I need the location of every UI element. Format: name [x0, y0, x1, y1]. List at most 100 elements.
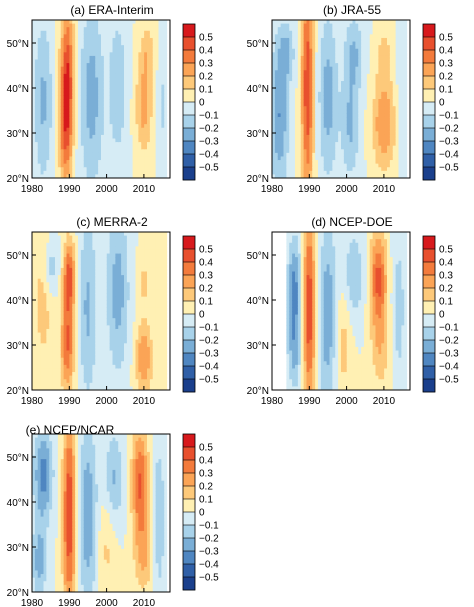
heatmap-cell: [332, 81, 336, 86]
heatmap-cell: [129, 70, 134, 75]
heatmap-cell: [149, 124, 154, 129]
heatmap-cell: [286, 124, 290, 129]
heatmap-cell: [34, 339, 39, 344]
heatmap-cell: [46, 113, 50, 118]
heatmap-cell: [124, 152, 128, 158]
heatmap-cell: [349, 127, 354, 132]
heatmap-cell: [292, 55, 296, 61]
heatmap-cell: [49, 382, 53, 388]
heatmap-cell: [164, 163, 168, 168]
heatmap-cell: [289, 127, 293, 132]
heatmap-cell: [395, 84, 400, 89]
heatmap-cell: [55, 343, 59, 348]
heatmap-cell: [75, 167, 79, 172]
heatmap-cell: [141, 102, 145, 107]
heatmap-cell: [349, 120, 354, 125]
heatmap-cell: [66, 27, 70, 32]
heatmap-cell: [332, 20, 336, 25]
heatmap-cell: [49, 260, 53, 265]
heatmap-cell: [132, 131, 137, 136]
heatmap-cell: [389, 70, 394, 75]
heatmap-cell: [295, 48, 299, 53]
heatmap-cell: [312, 48, 316, 53]
heatmap-cell: [358, 116, 362, 122]
heatmap-cell: [63, 321, 68, 326]
heatmap-cell: [92, 174, 96, 178]
heatmap-cell: [147, 37, 151, 43]
heatmap-cell: [141, 48, 145, 53]
heatmap-cell: [115, 131, 119, 136]
colorbar-label: −0.5: [439, 163, 459, 174]
heatmap-cell: [43, 138, 47, 143]
heatmap-cell: [277, 52, 282, 57]
heatmap-cell: [132, 160, 137, 165]
heatmap-cell: [37, 282, 42, 287]
heatmap-cell: [292, 138, 296, 143]
heatmap-cell: [300, 59, 305, 64]
heatmap-cell: [292, 109, 296, 114]
heatmap-cell: [364, 167, 368, 172]
heatmap-cell: [141, 131, 145, 136]
heatmap-cell: [361, 37, 365, 43]
heatmap-cell: [60, 350, 65, 355]
heatmap-cell: [72, 271, 76, 276]
heatmap-cell: [158, 160, 162, 165]
heatmap-cell: [364, 145, 368, 150]
heatmap-cell: [138, 134, 142, 140]
heatmap-cell: [144, 160, 148, 165]
heatmap-cell: [277, 131, 282, 136]
heatmap-cell: [289, 37, 293, 43]
heatmap-cell: [109, 73, 114, 79]
heatmap-cell: [60, 138, 65, 143]
heatmap-cell: [121, 127, 125, 132]
heatmap-cell: [341, 138, 345, 143]
heatmap-cell: [292, 77, 296, 82]
heatmap-cell: [272, 145, 276, 150]
heatmap-cell: [407, 131, 410, 136]
heatmap-cell: [161, 41, 165, 46]
heatmap-cell: [98, 99, 102, 104]
heatmap-cell: [280, 77, 285, 82]
heatmap-cell: [398, 81, 402, 86]
heatmap-cell: [341, 167, 345, 172]
heatmap-cell: [361, 70, 365, 75]
heatmap-cell: [55, 59, 59, 64]
heatmap-cell: [286, 45, 290, 50]
heatmap-cell: [401, 152, 405, 158]
heatmap-cell: [80, 45, 85, 50]
heatmap-cell: [372, 55, 377, 61]
heatmap-cell: [89, 145, 93, 150]
heatmap-cell: [32, 325, 36, 330]
heatmap-cell: [147, 113, 151, 118]
heatmap-cell: [277, 20, 282, 25]
heatmap-cell: [144, 63, 148, 68]
heatmap-cell: [280, 37, 285, 43]
heatmap-cell: [75, 48, 79, 53]
heatmap-cell: [320, 99, 325, 104]
heatmap-cell: [69, 37, 73, 43]
heatmap-cell: [60, 379, 65, 384]
heatmap-cell: [72, 99, 76, 104]
heatmap-cell: [407, 88, 410, 93]
heatmap-cell: [346, 37, 351, 43]
heatmap-cell: [341, 131, 345, 136]
heatmap-cell: [55, 303, 59, 309]
heatmap-cell: [86, 152, 91, 158]
heatmap-cell: [389, 23, 394, 28]
heatmap-cell: [55, 357, 59, 362]
heatmap-cell: [103, 41, 108, 46]
heatmap-cell: [86, 138, 91, 143]
heatmap-cell: [101, 145, 105, 150]
heatmap-cell: [355, 120, 359, 125]
heatmap-cell: [277, 84, 282, 89]
heatmap-cell: [55, 99, 59, 104]
heatmap-cell: [57, 131, 62, 136]
heatmap-cell: [32, 163, 36, 168]
heatmap-cell: [372, 52, 377, 57]
heatmap-cell: [381, 134, 385, 140]
heatmap-cell: [372, 66, 377, 71]
heatmap-cell: [32, 303, 36, 309]
heatmap-cell: [89, 37, 93, 43]
heatmap-cell: [72, 55, 76, 61]
heatmap-cell: [286, 81, 290, 86]
